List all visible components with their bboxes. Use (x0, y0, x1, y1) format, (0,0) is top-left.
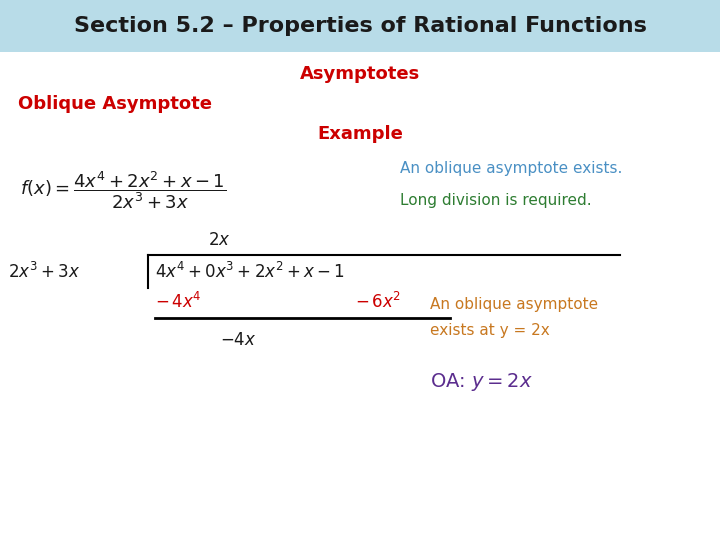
Bar (0, 0, 720, 52)
Text: Oblique Asymptote: Oblique Asymptote (18, 95, 212, 113)
Text: $2x^3+3x$: $2x^3+3x$ (8, 262, 80, 282)
Text: An oblique asymptote exists.: An oblique asymptote exists. (400, 160, 622, 176)
Text: Long division is required.: Long division is required. (400, 192, 592, 207)
Text: $4x^4 + 0x^3 + 2x^2 + x - 1$: $4x^4 + 0x^3 + 2x^2 + x - 1$ (155, 262, 345, 282)
Text: OA: $y = 2x$: OA: $y = 2x$ (430, 371, 533, 393)
Text: Example: Example (317, 125, 403, 143)
Text: $-4x$: $-4x$ (220, 331, 256, 349)
Text: Asymptotes: Asymptotes (300, 65, 420, 83)
Text: exists at y = 2x: exists at y = 2x (430, 322, 550, 338)
Text: $2x$: $2x$ (208, 231, 230, 249)
Text: $-\,4x^4$: $-\,4x^4$ (155, 292, 202, 312)
Text: $-\,6x^2$: $-\,6x^2$ (355, 292, 401, 312)
Text: $f(x) = \dfrac{4x^4 + 2x^2 + x - 1}{2x^3 + 3x}$: $f(x) = \dfrac{4x^4 + 2x^2 + x - 1}{2x^3… (20, 169, 226, 211)
Text: Section 5.2 – Properties of Rational Functions: Section 5.2 – Properties of Rational Fun… (73, 16, 647, 36)
Text: An oblique asymptote: An oblique asymptote (430, 298, 598, 313)
